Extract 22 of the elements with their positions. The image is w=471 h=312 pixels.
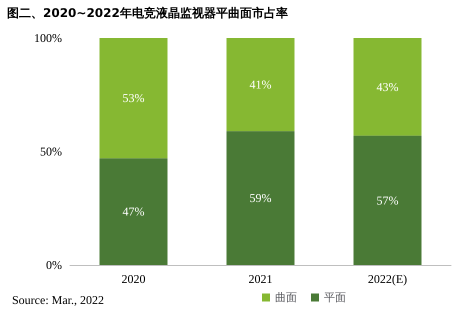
- bar: [226, 38, 294, 132]
- bar: [354, 136, 422, 265]
- bar: [226, 131, 294, 265]
- bar: [100, 38, 168, 158]
- data-label: 41%: [250, 78, 272, 92]
- data-label: 43%: [376, 80, 398, 94]
- y-tick-label: 100%: [34, 31, 62, 45]
- data-label: 59%: [250, 191, 272, 206]
- source-note: Source: Mar., 2022: [12, 293, 104, 307]
- chart-title: 图二、2020~2022年电竞液晶监视器平曲面市占率: [7, 6, 288, 20]
- x-tick-label: 2022(E): [368, 272, 408, 286]
- x-tick-label: 2021: [248, 272, 272, 286]
- legend-label: 平面: [324, 291, 346, 304]
- data-label: 47%: [122, 204, 144, 219]
- data-label: 53%: [122, 91, 144, 106]
- bar: [354, 38, 422, 136]
- x-tick-label: 2020: [122, 272, 146, 286]
- legend-label: 曲面: [275, 291, 297, 304]
- y-tick-label: 0%: [46, 258, 62, 272]
- y-tick-label: 50%: [40, 144, 62, 158]
- bar: [100, 158, 168, 265]
- data-label: 57%: [376, 193, 398, 208]
